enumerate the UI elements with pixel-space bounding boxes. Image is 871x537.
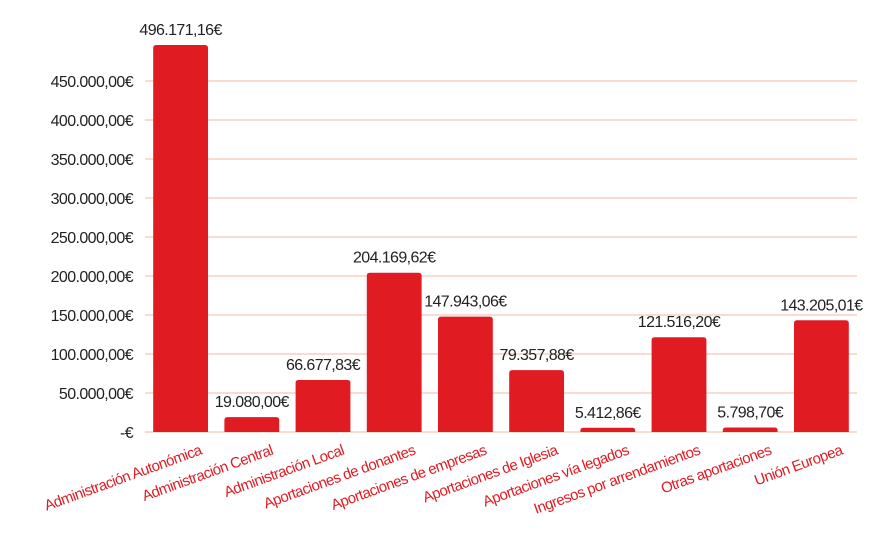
data-label: 66.677,83€	[286, 357, 361, 374]
data-label: 5.798,70€	[717, 404, 783, 421]
bar	[153, 44, 209, 432]
y-tick-label: 400.000,00€	[51, 113, 134, 130]
y-tick-label: 200.000,00€	[51, 269, 134, 286]
bar	[366, 272, 422, 432]
data-label: 143.205,01€	[780, 297, 863, 314]
bar	[722, 427, 778, 432]
data-label: 5.412,86€	[575, 405, 641, 422]
bar	[793, 320, 849, 432]
bar	[224, 417, 280, 432]
data-label: 496.171,16€	[139, 22, 222, 39]
bar	[437, 316, 493, 432]
y-tick-label: -€	[120, 425, 134, 442]
data-label: 204.169,62€	[353, 250, 436, 267]
bar	[651, 337, 707, 432]
data-label: 19.080,00€	[215, 394, 290, 411]
bar	[580, 427, 636, 432]
y-tick-label: 50.000,00€	[59, 386, 134, 403]
y-tick-label: 350.000,00€	[51, 152, 134, 169]
bar	[295, 379, 351, 432]
y-tick-label: 300.000,00€	[51, 191, 134, 208]
y-tick-label: 100.000,00€	[51, 347, 134, 364]
data-label: 147.943,06€	[424, 294, 507, 311]
y-tick-label: 250.000,00€	[51, 230, 134, 247]
bar	[509, 370, 565, 432]
data-label: 79.357,88€	[500, 347, 575, 364]
y-tick-label: 450.000,00€	[51, 74, 134, 91]
data-label: 121.516,20€	[638, 314, 721, 331]
y-tick-label: 150.000,00€	[51, 308, 134, 325]
